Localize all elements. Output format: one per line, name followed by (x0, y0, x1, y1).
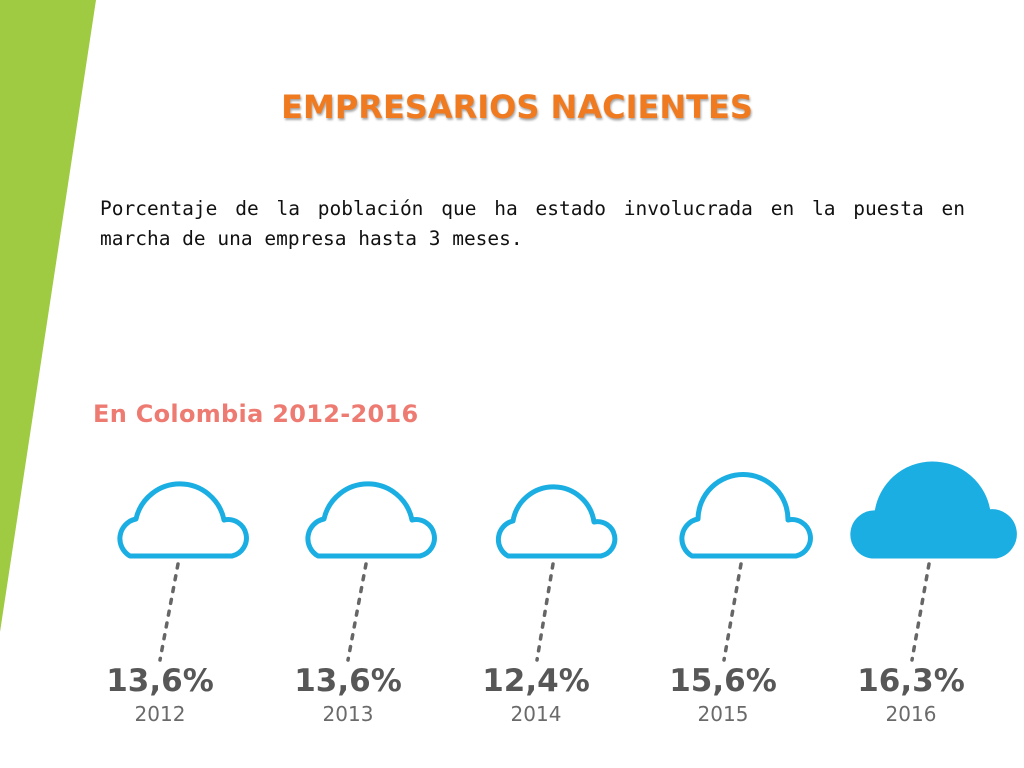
value-2016: 16,3% (857, 663, 965, 699)
value-2015: 15,6% (669, 663, 777, 699)
description-text: Porcentaje de la población que ha estado… (100, 197, 965, 250)
value-2013: 13,6% (294, 663, 402, 699)
year-label: 2016 (885, 702, 937, 726)
subtitle: En Colombia 2012-2016 (93, 400, 419, 428)
cloud-outline-icon (679, 472, 813, 662)
cloud-outline-icon (305, 481, 437, 662)
page-title: EMPRESARIOS NACIENTES (281, 88, 753, 126)
year-label: 2015 (697, 702, 749, 726)
value-2012: 13,6% (106, 663, 214, 699)
cloud-filled-icon (850, 461, 1017, 662)
year-label: 2014 (510, 702, 562, 726)
cloud-outline-icon (495, 484, 618, 662)
year-label: 2013 (322, 702, 374, 726)
green-accent-band (0, 0, 96, 632)
cloud-outline-icon (117, 481, 249, 662)
value-2014: 12,4% (482, 663, 590, 699)
year-label: 2012 (134, 702, 186, 726)
